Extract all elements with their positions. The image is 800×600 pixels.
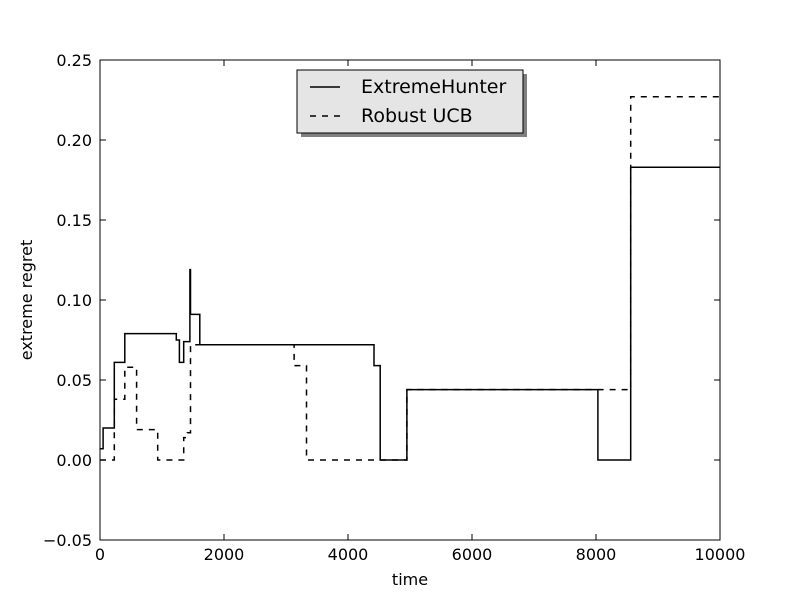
x-tick-label: 4000 (328, 545, 369, 564)
y-tick-label: 0.15 (56, 211, 92, 230)
legend-label-robust-ucb: Robust UCB (361, 105, 473, 127)
y-axis-label: extreme regret (17, 240, 36, 360)
x-tick-label: 6000 (452, 545, 493, 564)
y-tick-label: 0.05 (56, 371, 92, 390)
series-line-robust-ucb (100, 96, 720, 461)
y-tick-label: 0.00 (56, 451, 92, 470)
series-group (100, 96, 720, 461)
x-tick-label: 0 (95, 545, 105, 564)
y-tick-label: 0.25 (56, 51, 92, 70)
x-tick-label: 2000 (204, 545, 245, 564)
y-tick-label: 0.10 (56, 291, 92, 310)
tick-group (99, 59, 721, 541)
tick-label-group: 0 2000 4000 6000 8000 10000 −0.05 0.00 0.05 0.10 0… (43, 51, 745, 564)
y-tick-label: −0.05 (43, 531, 92, 550)
x-tick-label: 10000 (695, 545, 746, 564)
x-axis-label: time (392, 570, 428, 589)
legend-box (296, 69, 524, 134)
legend: ExtremeHunter Robust UCB (296, 69, 527, 137)
y-tick-label: 0.20 (56, 131, 92, 150)
legend-label-extremehunter: ExtremeHunter (361, 76, 506, 98)
x-tick-label: 8000 (576, 545, 617, 564)
